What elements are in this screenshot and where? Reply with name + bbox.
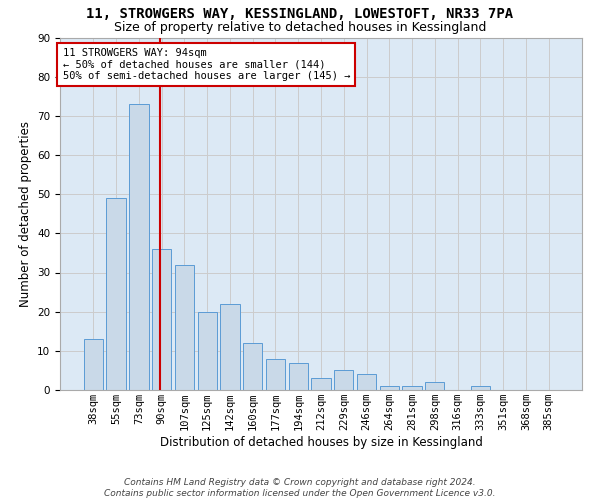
Bar [175,264,194,390]
X-axis label: Distribution of detached houses by size in Kessingland: Distribution of detached houses by size … [160,436,482,449]
Bar [289,362,308,390]
Bar [197,312,217,390]
Text: Contains HM Land Registry data © Crown copyright and database right 2024.
Contai: Contains HM Land Registry data © Crown c… [104,478,496,498]
Bar [266,358,285,390]
Text: 11 STROWGERS WAY: 94sqm
← 50% of detached houses are smaller (144)
50% of semi-d: 11 STROWGERS WAY: 94sqm ← 50% of detache… [62,48,350,82]
Bar [106,198,126,390]
Bar [334,370,353,390]
Bar [243,343,262,390]
Bar [403,386,422,390]
Bar [425,382,445,390]
Y-axis label: Number of detached properties: Number of detached properties [19,120,32,306]
Bar [152,249,172,390]
Bar [129,104,149,390]
Bar [470,386,490,390]
Bar [84,339,103,390]
Text: 11, STROWGERS WAY, KESSINGLAND, LOWESTOFT, NR33 7PA: 11, STROWGERS WAY, KESSINGLAND, LOWESTOF… [86,8,514,22]
Bar [311,378,331,390]
Bar [380,386,399,390]
Text: Size of property relative to detached houses in Kessingland: Size of property relative to detached ho… [114,21,486,34]
Bar [357,374,376,390]
Bar [220,304,239,390]
